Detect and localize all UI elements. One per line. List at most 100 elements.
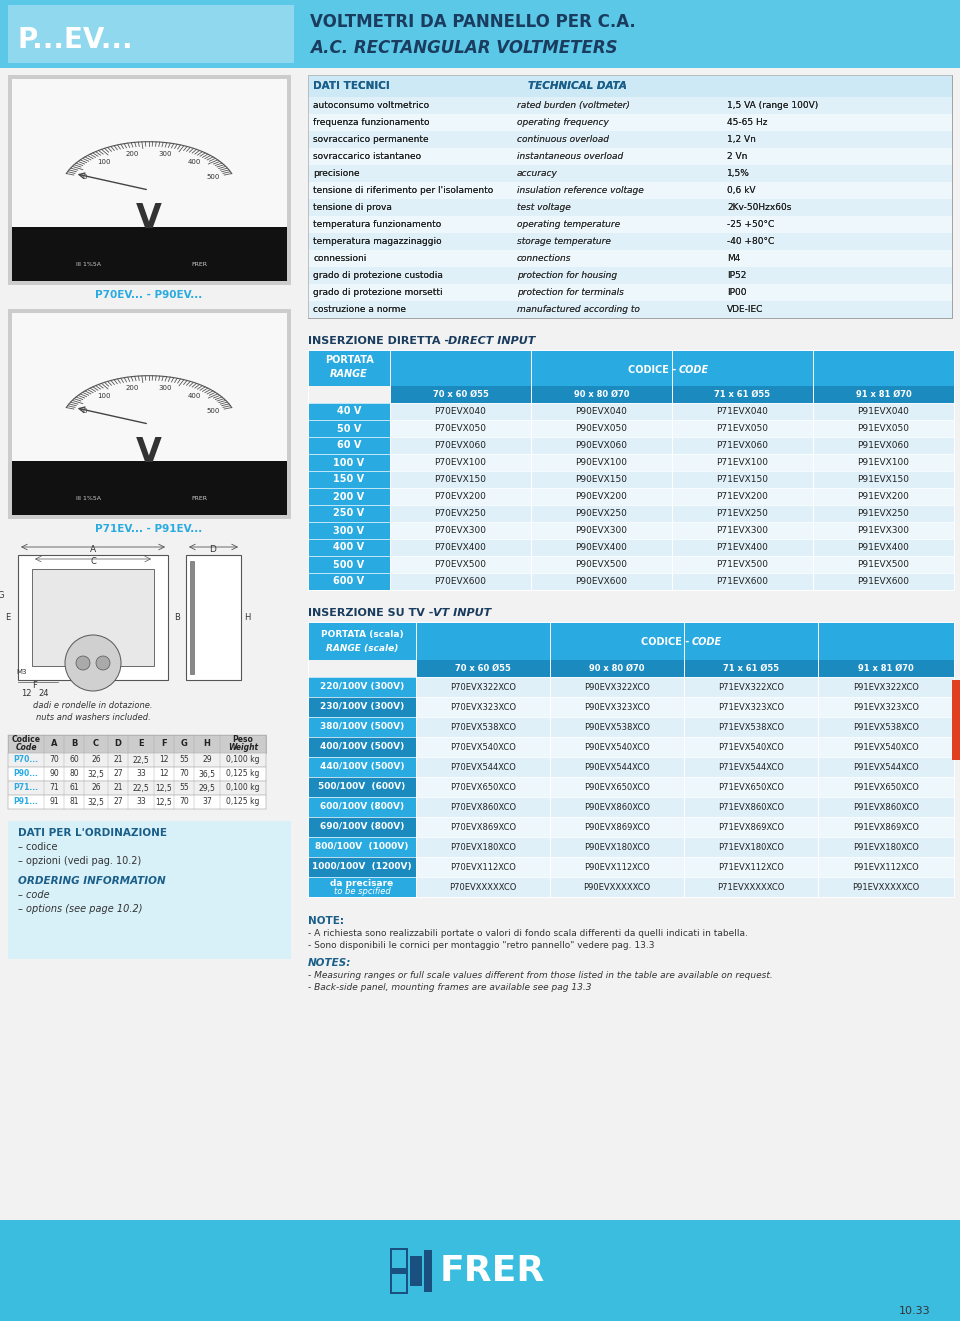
- Text: M4: M4: [727, 254, 740, 263]
- Text: accuracy: accuracy: [517, 169, 558, 178]
- Bar: [12, 313, 287, 515]
- Bar: [0, 1221, 960, 1321]
- Text: C: C: [93, 740, 99, 749]
- Bar: [308, 877, 416, 897]
- Text: temperatura funzionamento: temperatura funzionamento: [313, 221, 442, 229]
- Text: B: B: [174, 613, 180, 621]
- Text: – code: – code: [18, 890, 50, 900]
- Text: P70EVX040: P70EVX040: [435, 407, 487, 416]
- Text: M3: M3: [16, 668, 27, 675]
- Bar: [818, 737, 954, 757]
- Bar: [308, 131, 952, 148]
- Text: 12: 12: [21, 690, 32, 699]
- Bar: [308, 75, 952, 318]
- Text: 2 Vn: 2 Vn: [727, 152, 748, 161]
- Text: operating temperature: operating temperature: [517, 221, 620, 229]
- Text: P70EVX180XCO: P70EVX180XCO: [450, 843, 516, 852]
- Bar: [18, 555, 168, 680]
- Text: A: A: [90, 546, 96, 555]
- Text: P70EVX150: P70EVX150: [435, 476, 487, 483]
- Bar: [390, 556, 531, 573]
- Bar: [416, 857, 550, 877]
- Text: grado di protezione morsetti: grado di protezione morsetti: [313, 288, 443, 297]
- Text: P71EVX500: P71EVX500: [716, 560, 769, 569]
- Text: P90EVX250: P90EVX250: [576, 509, 628, 518]
- Bar: [308, 350, 954, 386]
- Bar: [550, 857, 684, 877]
- Bar: [308, 96, 952, 114]
- Text: P71EVX544XCO: P71EVX544XCO: [718, 762, 784, 771]
- Text: P90EVX050: P90EVX050: [575, 424, 628, 433]
- Bar: [12, 461, 287, 515]
- Bar: [308, 437, 390, 454]
- Bar: [390, 420, 531, 437]
- Bar: [390, 454, 531, 472]
- Bar: [308, 165, 952, 182]
- Text: 90 x 80 Ø70: 90 x 80 Ø70: [589, 664, 645, 672]
- Text: manufactured according to: manufactured according to: [517, 305, 640, 314]
- Text: P90EVX112XCO: P90EVX112XCO: [584, 863, 650, 872]
- Bar: [308, 737, 416, 757]
- Text: P70EVX200: P70EVX200: [435, 491, 487, 501]
- Text: 2 Vn: 2 Vn: [727, 152, 748, 161]
- Text: P90EVX544XCO: P90EVX544XCO: [584, 762, 650, 771]
- Bar: [308, 676, 416, 697]
- Text: 90: 90: [49, 770, 59, 778]
- Text: insulation reference voltage: insulation reference voltage: [517, 186, 644, 196]
- Text: P71EVX060: P71EVX060: [716, 441, 769, 450]
- Bar: [813, 487, 954, 505]
- Text: P90EVX540XCO: P90EVX540XCO: [584, 742, 650, 752]
- Bar: [308, 454, 390, 472]
- Bar: [550, 737, 684, 757]
- Text: connessioni: connessioni: [313, 254, 367, 263]
- Text: grado di protezione custodia: grado di protezione custodia: [313, 271, 443, 280]
- Bar: [416, 660, 954, 676]
- Text: 45-65 Hz: 45-65 Hz: [727, 118, 767, 127]
- Bar: [531, 539, 672, 556]
- Bar: [818, 676, 954, 697]
- Text: ORDERING INFORMATION: ORDERING INFORMATION: [18, 876, 166, 886]
- Text: 500/100V  (600V): 500/100V (600V): [319, 782, 406, 791]
- Bar: [308, 622, 954, 660]
- Text: 61: 61: [69, 783, 79, 793]
- Text: FRER: FRER: [191, 497, 207, 502]
- Text: 33: 33: [136, 798, 146, 807]
- Text: H: H: [204, 740, 210, 749]
- Text: manufactured according to: manufactured according to: [517, 305, 640, 314]
- Bar: [531, 522, 672, 539]
- Bar: [684, 676, 818, 697]
- Bar: [416, 757, 550, 777]
- Bar: [308, 301, 952, 318]
- Bar: [308, 75, 952, 96]
- Text: P71EVX538XCO: P71EVX538XCO: [718, 723, 784, 732]
- Bar: [531, 420, 672, 437]
- Bar: [672, 403, 813, 420]
- Text: 200 V: 200 V: [333, 491, 365, 502]
- Bar: [8, 75, 291, 285]
- Bar: [818, 857, 954, 877]
- Text: P90EVX150: P90EVX150: [575, 476, 628, 483]
- Text: P91EVX500: P91EVX500: [857, 560, 909, 569]
- Text: 81: 81: [69, 798, 79, 807]
- Bar: [8, 795, 266, 808]
- Text: INSERZIONE DIRETTA -: INSERZIONE DIRETTA -: [308, 336, 453, 346]
- Text: 300: 300: [158, 384, 172, 391]
- Bar: [550, 838, 684, 857]
- Bar: [12, 79, 287, 227]
- Text: P90EVX040: P90EVX040: [576, 407, 628, 416]
- Text: P70EVX050: P70EVX050: [435, 424, 487, 433]
- Text: A: A: [51, 740, 58, 749]
- Text: 71 x 61 Ø55: 71 x 61 Ø55: [723, 664, 780, 672]
- Text: DATI TECNICI: DATI TECNICI: [313, 81, 390, 91]
- Text: P90EVX860XCO: P90EVX860XCO: [584, 802, 650, 811]
- Text: VOLTMETRI DA PANNELLO PER C.A.: VOLTMETRI DA PANNELLO PER C.A.: [310, 13, 636, 30]
- Text: P91...: P91...: [13, 798, 38, 807]
- Bar: [308, 556, 390, 573]
- Bar: [390, 437, 531, 454]
- Text: – opzioni (vedi pag. 10.2): – opzioni (vedi pag. 10.2): [18, 856, 141, 867]
- Bar: [672, 420, 813, 437]
- Bar: [8, 734, 266, 753]
- Bar: [424, 1250, 432, 1292]
- Text: 200: 200: [126, 384, 139, 391]
- Text: operating frequency: operating frequency: [517, 118, 609, 127]
